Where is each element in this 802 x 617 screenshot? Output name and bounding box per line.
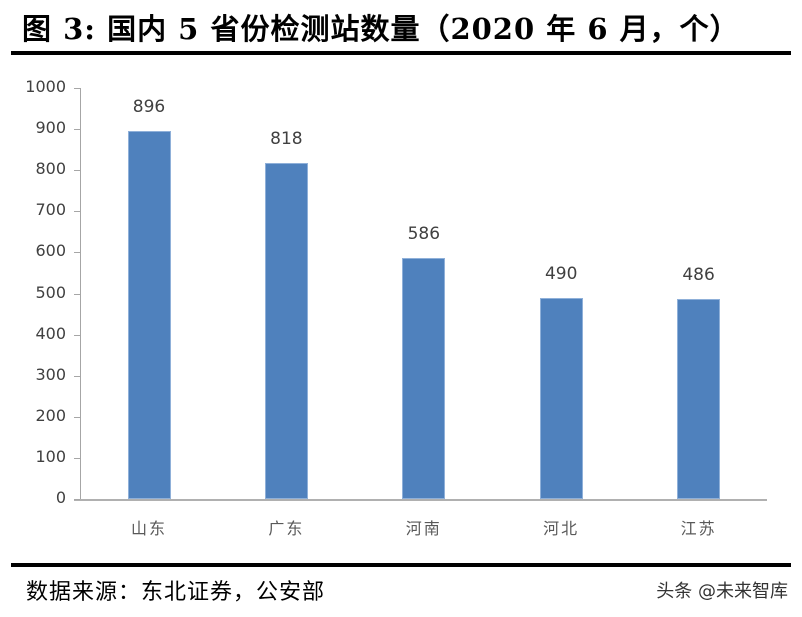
y-tick-mark (74, 88, 80, 89)
y-tick-label: 800 (35, 159, 66, 179)
chart-title: 图 3: 国内 5 省份检测站数量（2020 年 6 月，个） (22, 12, 740, 46)
x-category-label: 河北 (543, 519, 580, 538)
y-tick-mark (74, 499, 80, 500)
y-tick-mark (74, 211, 80, 213)
y-tick-mark (74, 375, 80, 377)
data-label: 896 (132, 96, 166, 117)
bottom-rule (11, 563, 791, 567)
y-axis (80, 88, 81, 500)
y-tick-label: 700 (35, 200, 66, 220)
y-tick-mark (74, 293, 80, 295)
data-label: 486 (682, 265, 715, 286)
y-tick-mark (74, 170, 80, 172)
y-tick-mark (74, 416, 80, 418)
data-label: 818 (270, 128, 303, 149)
y-tick-label: 100 (35, 446, 66, 466)
y-tick-mark (74, 457, 80, 459)
x-category-label: 山东 (130, 519, 167, 538)
y-tick-label: 900 (35, 118, 66, 138)
bar-2 (402, 258, 446, 499)
x-axis (74, 499, 767, 501)
y-tick-label: 1000 (25, 77, 66, 96)
bar-4 (677, 299, 721, 499)
bar-chart: 0 100 200 300 400 500 600 700 800 900 1000 896 山东 81… (25, 77, 767, 538)
bar-1 (264, 162, 308, 499)
y-tick-label: 500 (35, 282, 66, 302)
y-tick-mark (74, 129, 80, 131)
y-tick-mark (74, 252, 80, 254)
x-category-label: 广东 (268, 519, 305, 538)
watermark: 头条 @未来智库 (656, 581, 788, 602)
y-tick-label: 0 (55, 488, 66, 507)
y-tick-label: 300 (35, 364, 66, 384)
y-tick-label: 600 (35, 241, 66, 261)
top-rule (11, 51, 791, 55)
x-category-label: 江苏 (680, 519, 717, 538)
x-category-label: 河南 (405, 519, 442, 538)
y-tick-label: 400 (35, 323, 66, 343)
bar-0 (127, 130, 171, 499)
data-label: 490 (544, 263, 578, 284)
bar-3 (539, 297, 583, 499)
data-label: 586 (407, 224, 441, 245)
y-tick-mark (74, 334, 80, 336)
data-source: 数据来源：东北证券，公安部 (26, 580, 326, 605)
y-tick-label: 200 (35, 405, 66, 425)
